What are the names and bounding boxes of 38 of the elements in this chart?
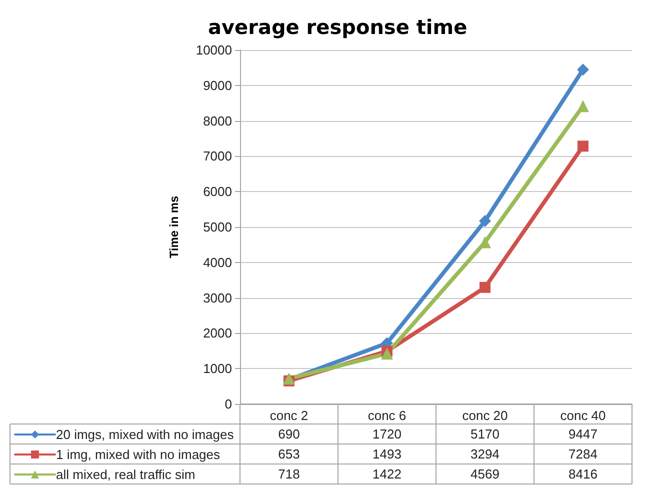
y-tick-label: 7000 xyxy=(203,148,232,164)
y-tick-label: 0 xyxy=(224,396,232,412)
data-label: 1422 xyxy=(372,466,402,482)
y-axis-title: Time in ms xyxy=(167,195,181,258)
y-tick-label: 4000 xyxy=(203,254,232,270)
y-tick-label: 8000 xyxy=(203,113,232,128)
y-tick-label: 1000 xyxy=(203,361,232,376)
legend-label: 1 img, mixed with no images xyxy=(56,447,221,462)
point xyxy=(479,214,491,227)
y-tick-label: 6000 xyxy=(203,184,232,200)
data-label: 7284 xyxy=(568,446,598,462)
data-label: 5170 xyxy=(470,426,500,442)
point xyxy=(577,64,589,76)
point xyxy=(381,348,393,360)
data-label: 653 xyxy=(278,446,300,462)
data-label: 1493 xyxy=(372,446,402,462)
y-tick-label: 10000 xyxy=(196,42,232,58)
x-tick-label: conc 6 xyxy=(368,408,406,423)
point xyxy=(578,140,588,152)
legend-label: 20 imgs, mixed with no images xyxy=(56,427,234,442)
data-label: 690 xyxy=(278,426,300,442)
y-tick-label: 2000 xyxy=(203,326,232,341)
chart-title: average response time xyxy=(208,15,468,39)
legend-label: all mixed, real traffic sim xyxy=(56,467,196,482)
point xyxy=(577,100,589,112)
x-tick-label: conc 2 xyxy=(270,408,308,423)
y-tick-label: 3000 xyxy=(203,290,232,306)
x-tick-label: conc 20 xyxy=(462,408,508,423)
data-label: 4569 xyxy=(470,466,500,482)
data-label: 3294 xyxy=(470,446,500,462)
point xyxy=(480,282,490,293)
data-label: 9447 xyxy=(568,426,598,442)
data-label: 718 xyxy=(278,466,300,482)
y-tick-label: 5000 xyxy=(203,220,232,234)
y-tick-label: 9000 xyxy=(203,78,232,93)
data-label: 1720 xyxy=(372,426,402,442)
x-tick-label: conc 40 xyxy=(560,408,606,423)
data-label: 8416 xyxy=(568,466,598,482)
